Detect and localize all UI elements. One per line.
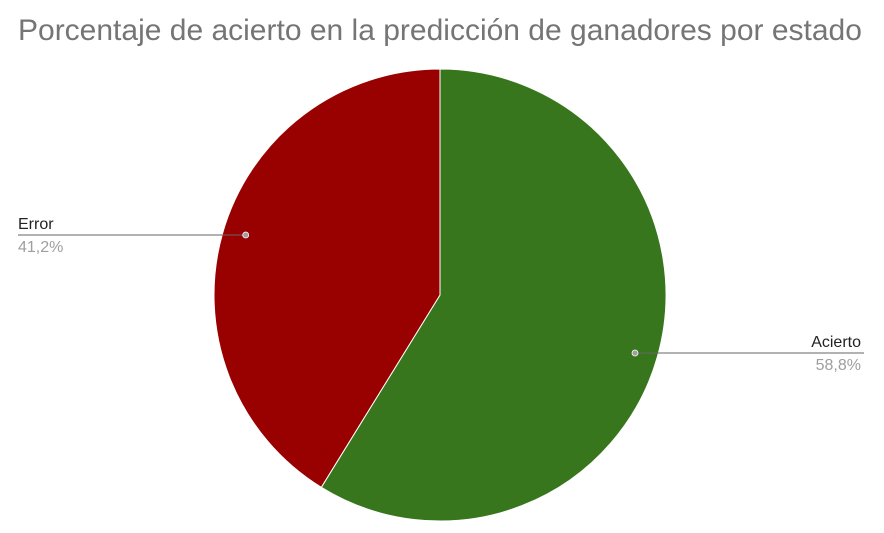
slice-label-acierto: Acierto: [811, 334, 861, 351]
pie-slice-acierto: [320, 68, 667, 522]
slice-percent-acierto: 58,8%: [816, 357, 861, 374]
leader-dot-error: [242, 231, 250, 239]
pie-slices: [213, 68, 667, 522]
slice-percent-error: 41,2%: [18, 239, 63, 256]
leader-dot-acierto: [631, 349, 639, 357]
slice-label-error: Error: [18, 216, 54, 233]
pie-labels: Acierto 58,8% Error 41,2%: [18, 216, 864, 374]
chart-title: Porcentaje de acierto en la predicción d…: [18, 14, 862, 47]
pie-slice-error: [213, 68, 441, 489]
